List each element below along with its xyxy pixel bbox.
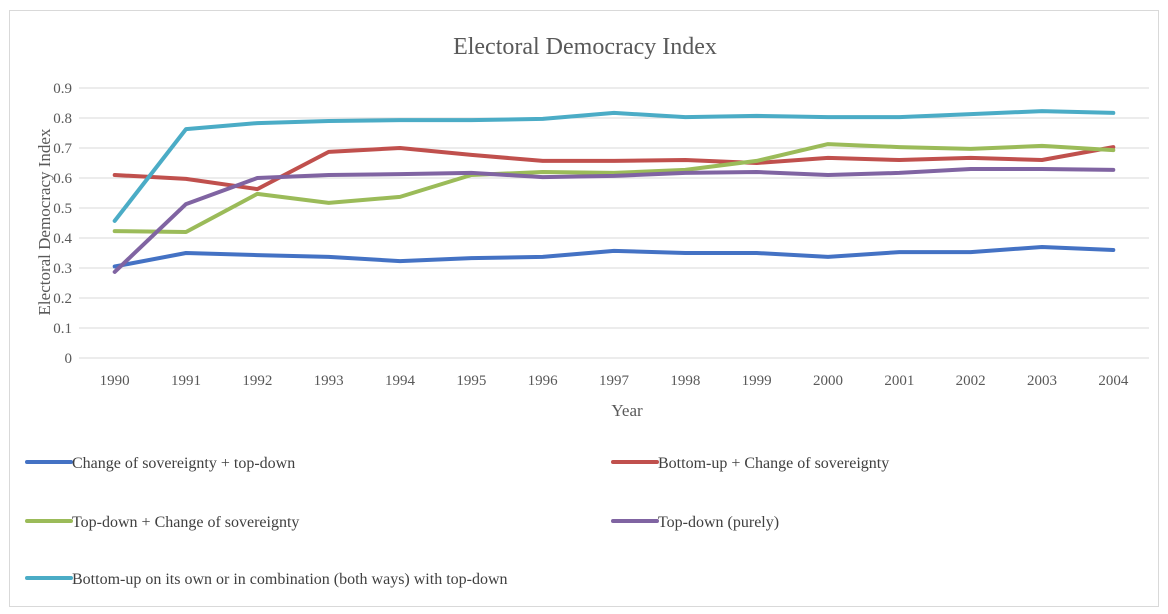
chart-frame: Electoral Democracy Index 0 0.1 0.2 0.3 0.4 0… bbox=[9, 10, 1159, 607]
x-tick-label: 2000 bbox=[813, 373, 843, 389]
legend-item: Change of sovereignty + top-down bbox=[25, 455, 295, 472]
legend-label: Bottom-up on its own or in combination (… bbox=[72, 571, 508, 588]
x-tick-label: 1991 bbox=[171, 373, 201, 389]
y-tick-label: 0.7 bbox=[53, 141, 72, 157]
x-tick-label: 1996 bbox=[528, 373, 559, 389]
series-line-1 bbox=[112, 245, 1116, 269]
x-tick-label: 1994 bbox=[385, 373, 416, 389]
x-axis-title: Year bbox=[611, 401, 643, 420]
x-tick-label: 2001 bbox=[884, 373, 914, 389]
grid-lines bbox=[79, 87, 1149, 359]
legend-label: Top-down (purely) bbox=[658, 514, 779, 531]
y-tick-label: 0.2 bbox=[53, 291, 72, 307]
x-tick-label: 2003 bbox=[1027, 373, 1057, 389]
y-tick-label: 0.6 bbox=[53, 171, 72, 187]
x-tick-label: 1990 bbox=[100, 373, 130, 389]
legend-item: Bottom-up on its own or in combination (… bbox=[25, 571, 508, 588]
x-tick-label: 1995 bbox=[456, 373, 486, 389]
y-tick-label: 0.5 bbox=[53, 201, 72, 217]
y-axis-ticks: 0 0.1 0.2 0.3 0.4 0.5 0.6 0.7 0.8 0.9 bbox=[53, 81, 72, 367]
y-tick-label: 0 bbox=[65, 351, 73, 367]
y-axis-title: Electoral Democracy Index bbox=[35, 128, 54, 315]
legend-label: Top-down + Change of sovereignty bbox=[72, 514, 299, 531]
legend-label: Bottom-up + Change of sovereignty bbox=[658, 455, 889, 472]
x-tick-label: 1997 bbox=[599, 373, 630, 389]
x-axis-ticks: 1990 1991 1992 1993 1994 1995 1996 1997 1998 1999… bbox=[100, 373, 1129, 389]
chart-title: Electoral Democracy Index bbox=[453, 34, 717, 60]
series-line-4 bbox=[112, 167, 1116, 274]
legend-item: Top-down (purely) bbox=[611, 514, 779, 531]
series-line-5 bbox=[112, 109, 1116, 223]
x-tick-label: 2004 bbox=[1098, 373, 1129, 389]
x-tick-label: 1992 bbox=[242, 373, 272, 389]
legend-label: Change of sovereignty + top-down bbox=[72, 455, 295, 472]
series-line-3 bbox=[112, 142, 1116, 234]
x-tick-label: 1998 bbox=[670, 373, 700, 389]
legend-item: Top-down + Change of sovereignty bbox=[25, 514, 299, 531]
line-chart: Electoral Democracy Index 00.10.20.30.40… bbox=[25, 34, 1149, 588]
x-tick-label: 1993 bbox=[314, 373, 344, 389]
legend-item: Bottom-up + Change of sovereignty bbox=[611, 455, 889, 472]
legend: Change of sovereignty + top-down Bottom-u… bbox=[25, 455, 889, 588]
x-tick-label: 2002 bbox=[956, 373, 986, 389]
series-lines bbox=[112, 109, 1116, 274]
y-tick-label: 0.1 bbox=[53, 321, 72, 337]
y-tick-label: 0.4 bbox=[53, 231, 72, 247]
x-tick-label: 1999 bbox=[742, 373, 772, 389]
y-tick-label: 0.8 bbox=[53, 111, 72, 127]
y-tick-label: 0.3 bbox=[53, 261, 72, 277]
y-tick-label: 0.9 bbox=[53, 81, 72, 97]
